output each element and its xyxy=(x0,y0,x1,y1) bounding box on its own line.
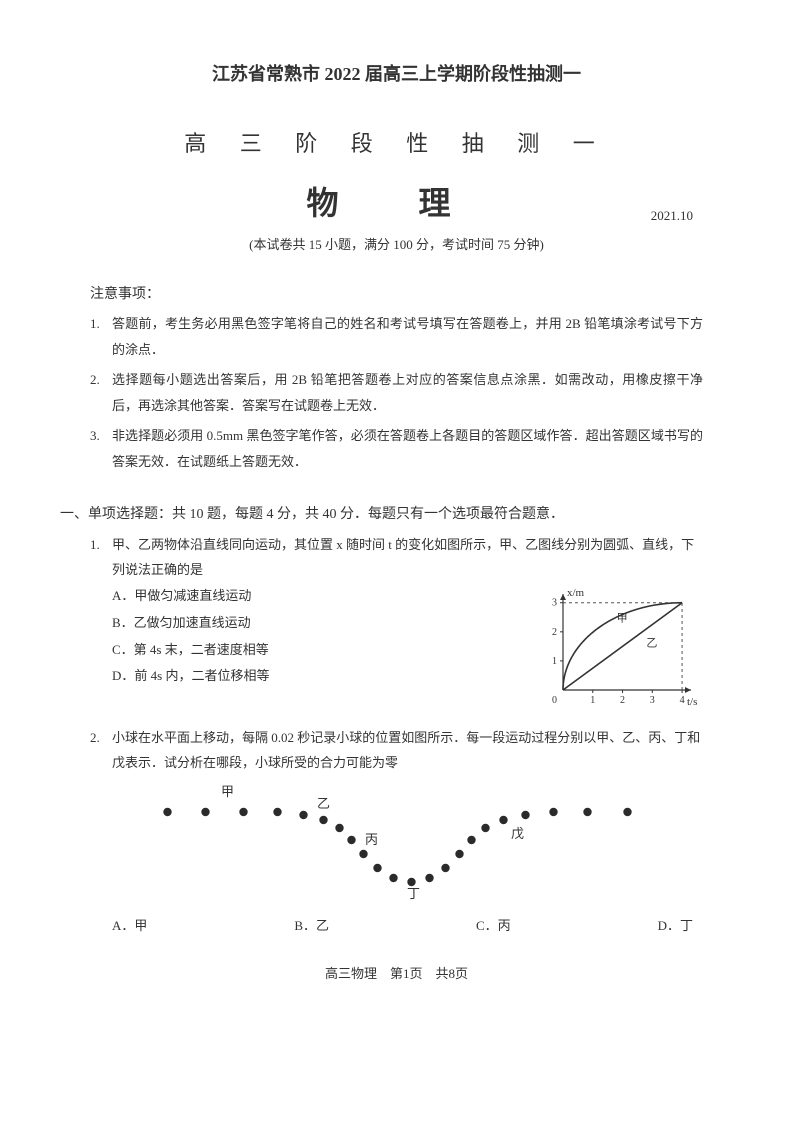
notice-num: 2. xyxy=(90,367,112,419)
svg-text:甲: 甲 xyxy=(617,613,628,625)
q2-opt-c: C．丙 xyxy=(476,914,511,939)
q2-stem: 小球在水平面上移动，每隔 0.02 秒记录小球的位置如图所示．每一段运动过程分别… xyxy=(112,726,703,775)
notice-text: 选择题每小题选出答案后，用 2B 铅笔把答题卷上对应的答案信息点涂黑．如需改动，… xyxy=(112,367,703,419)
main-title: 高 三 阶 段 性 抽 测 一 xyxy=(90,126,703,158)
notice-title: 注意事项： xyxy=(90,283,703,303)
q2-diagram: 甲乙丙丁 戊 xyxy=(112,782,703,902)
notice-item: 2.选择题每小题选出答案后，用 2B 铅笔把答题卷上对应的答案信息点涂黑．如需改… xyxy=(90,367,703,419)
exam-page: 江苏省常熟市 2022 届高三上学期阶段性抽测一 高 三 阶 段 性 抽 测 一… xyxy=(0,0,793,1022)
svg-text:x/m: x/m xyxy=(567,587,585,599)
notice-text: 非选择题必须用 0.5mm 黑色签字笔作答，必须在答题卷上各题目的答题区域作答．… xyxy=(112,423,703,475)
notice-list: 1.答题前，考生务必用黑色签字笔将自己的姓名和考试号填写在答题卷上，并用 2B … xyxy=(90,311,703,475)
svg-text:丙: 丙 xyxy=(365,832,378,847)
svg-text:t/s: t/s xyxy=(687,696,697,708)
svg-text:0: 0 xyxy=(552,695,557,706)
svg-text:丁: 丁 xyxy=(407,886,420,901)
q2-opt-d: D．丁 xyxy=(658,914,693,939)
question-1: 1. 甲、乙两物体沿直线同向运动，其位置 x 随时间 t 的变化如图所示，甲、乙… xyxy=(90,533,703,712)
notice-text: 答题前，考生务必用黑色签字笔将自己的姓名和考试号填写在答题卷上，并用 2B 铅笔… xyxy=(112,311,703,363)
q2-opt-b: B．乙 xyxy=(294,914,329,939)
notice-item: 3.非选择题必须用 0.5mm 黑色签字笔作答，必须在答题卷上各题目的答题区域作… xyxy=(90,423,703,475)
q1-stem: 甲、乙两物体沿直线同向运动，其位置 x 随时间 t 的变化如图所示，甲、乙图线分… xyxy=(112,533,703,582)
exam-date: 2021.10 xyxy=(651,208,693,224)
svg-text:甲: 甲 xyxy=(221,784,234,799)
question-2: 2. 小球在水平面上移动，每隔 0.02 秒记录小球的位置如图所示．每一段运动过… xyxy=(90,726,703,939)
svg-text:乙: 乙 xyxy=(646,637,657,650)
q1-opt-d: D．前 4s 内，二者位移相等 xyxy=(112,664,523,689)
subject-row: 物 理 2021.10 xyxy=(90,178,703,224)
subject-label: 物 理 xyxy=(306,178,486,224)
exam-info: (本试卷共 15 小题，满分 100 分，考试时间 75 分钟) xyxy=(90,234,703,253)
svg-text:3: 3 xyxy=(650,695,655,706)
q1-chart: 1 2 3 4 1 2 3 0 甲乙 t/s x/m xyxy=(533,582,703,712)
notice-num: 3. xyxy=(90,423,112,475)
q2-num: 2. xyxy=(90,726,112,939)
svg-text:3: 3 xyxy=(552,598,557,609)
notice-num: 1. xyxy=(90,311,112,363)
q1-opt-b: B．乙做匀加速直线运动 xyxy=(112,611,523,636)
section-title: 一、单项选择题：共 10 题，每题 4 分，共 40 分．每题只有一个选项最符合… xyxy=(60,503,703,523)
q1-opt-a: A．甲做匀减速直线运动 xyxy=(112,584,523,609)
svg-text:2: 2 xyxy=(552,627,557,638)
svg-text:1: 1 xyxy=(552,656,557,667)
notice-item: 1.答题前，考生务必用黑色签字笔将自己的姓名和考试号填写在答题卷上，并用 2B … xyxy=(90,311,703,363)
svg-text:2: 2 xyxy=(620,695,625,706)
svg-text:1: 1 xyxy=(590,695,595,706)
page-footer: 高三物理 第1页 共8页 xyxy=(90,963,703,982)
top-title: 江苏省常熟市 2022 届高三上学期阶段性抽测一 xyxy=(90,60,703,86)
q1-opt-c: C．第 4s 末，二者速度相等 xyxy=(112,638,523,663)
svg-text:戊: 戊 xyxy=(511,826,524,841)
q1-num: 1. xyxy=(90,533,112,712)
svg-text:4: 4 xyxy=(680,695,685,706)
q2-opt-a: A．甲 xyxy=(112,914,147,939)
svg-text:乙: 乙 xyxy=(317,796,330,811)
